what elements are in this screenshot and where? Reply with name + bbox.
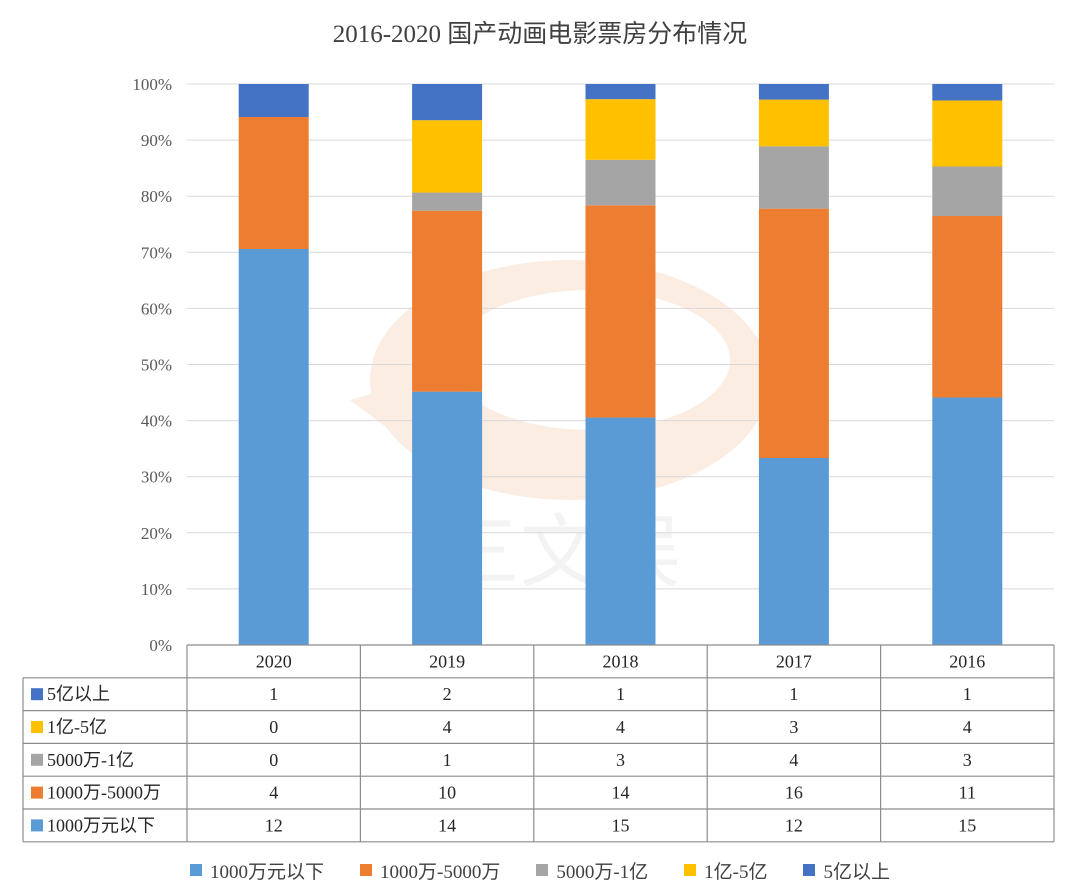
data-label: 4: [269, 783, 278, 803]
legend-swatch: [684, 864, 697, 876]
bar-segment: [932, 100, 1003, 167]
data-label: 15: [612, 815, 630, 835]
y-tick-label: 70%: [141, 243, 172, 262]
bar-segment: [585, 205, 656, 418]
data-label: 14: [438, 815, 456, 835]
y-tick-label: 20%: [141, 524, 172, 543]
data-label: 3: [963, 750, 972, 770]
x-category-label: 2017: [776, 651, 812, 671]
bar-segment: [412, 192, 483, 211]
table-row-label: 1000万-5000万: [47, 783, 161, 803]
bar-segment: [758, 146, 829, 209]
legend-item: 5000万-1亿: [536, 857, 648, 884]
bar-segment: [585, 99, 656, 160]
data-label: 12: [785, 815, 803, 835]
legend-swatch: [803, 864, 816, 876]
data-label: 4: [616, 717, 625, 737]
legend-label: 1亿-5亿: [704, 861, 768, 883]
y-tick-label: 40%: [141, 412, 172, 431]
x-category-label: 2018: [603, 651, 639, 671]
table-row-swatch: [31, 786, 43, 799]
bar-segment: [932, 84, 1003, 101]
legend-label: 5000万-1亿: [556, 861, 649, 883]
bar-segment: [758, 458, 829, 645]
data-label: 15: [958, 815, 976, 835]
x-category-label: 2020: [256, 651, 292, 671]
legend-item: 1000万元以下: [189, 857, 324, 884]
table-row-label: 1000万元以下: [47, 815, 155, 835]
legend-label: 1000万-5000万: [380, 861, 501, 883]
bar-segment: [412, 84, 483, 121]
x-category-label: 2019: [429, 651, 465, 671]
data-label: 4: [963, 717, 972, 737]
table-row-swatch: [31, 688, 43, 701]
table-row-swatch: [31, 721, 43, 733]
bar-segment: [585, 159, 656, 206]
legend-swatch: [189, 864, 202, 876]
x-category-label: 2016: [949, 651, 985, 671]
y-tick-label: 90%: [141, 131, 172, 150]
table-row-label: 5000万-1亿: [47, 750, 134, 770]
data-label: 10: [438, 783, 456, 803]
bar-segment: [585, 417, 656, 645]
data-label: 3: [616, 750, 625, 770]
data-label: 4: [789, 750, 798, 770]
y-tick-label: 80%: [141, 187, 172, 206]
legend: 1000万元以下 1000万-5000万 5000万-1亿 1亿-5亿 5亿以上: [0, 852, 1080, 888]
data-label: 1: [963, 684, 972, 704]
y-tick-label: 50%: [141, 356, 172, 375]
data-label: 3: [789, 717, 798, 737]
bar-segment: [932, 397, 1003, 645]
data-label: 1: [789, 684, 798, 704]
legend-swatch: [536, 864, 549, 876]
data-label: 1: [443, 750, 452, 770]
bar-segment: [758, 208, 829, 458]
y-tick-label: 10%: [141, 580, 172, 599]
table-row-swatch: [31, 753, 43, 766]
bar-segment: [412, 210, 483, 392]
data-label: 0: [269, 750, 278, 770]
y-tick-label: 0%: [149, 636, 172, 655]
data-label: 2: [443, 684, 452, 704]
data-label: 16: [785, 783, 803, 803]
data-label: 1: [616, 684, 625, 704]
bar-segment: [758, 84, 829, 100]
legend-swatch: [360, 864, 372, 876]
data-label: 14: [612, 783, 630, 803]
chart-title: 2016-2020 国产动画电影票房分布情况: [332, 21, 748, 48]
data-label: 4: [443, 717, 452, 737]
table-row-label: 1亿-5亿: [47, 717, 107, 737]
y-tick-label: 100%: [132, 75, 172, 94]
bar-segment: [238, 84, 309, 117]
legend-label: 5亿以上: [823, 861, 890, 883]
table-row-label: 5亿以上: [47, 684, 110, 704]
y-tick-label: 30%: [141, 468, 172, 487]
bar-segment: [238, 249, 309, 645]
y-tick-label: 60%: [141, 299, 172, 318]
bar-segment: [932, 216, 1003, 398]
legend-label: 1000万元以下: [209, 861, 324, 883]
legend-item: 1000万-5000万: [360, 857, 500, 884]
data-label: 11: [959, 783, 976, 803]
bar-segment: [238, 117, 309, 249]
data-label: 1: [269, 684, 278, 704]
bar-segment: [932, 166, 1003, 216]
data-label: 0: [269, 717, 278, 737]
legend-item: 1亿-5亿: [684, 857, 767, 884]
bar-segment: [412, 120, 483, 193]
bar-segment: [585, 84, 656, 100]
table-row-swatch: [31, 819, 43, 832]
data-label: 12: [265, 815, 283, 835]
bar-segment: [758, 99, 829, 147]
legend-item: 5亿以上: [803, 857, 890, 884]
bar-segment: [412, 391, 483, 645]
